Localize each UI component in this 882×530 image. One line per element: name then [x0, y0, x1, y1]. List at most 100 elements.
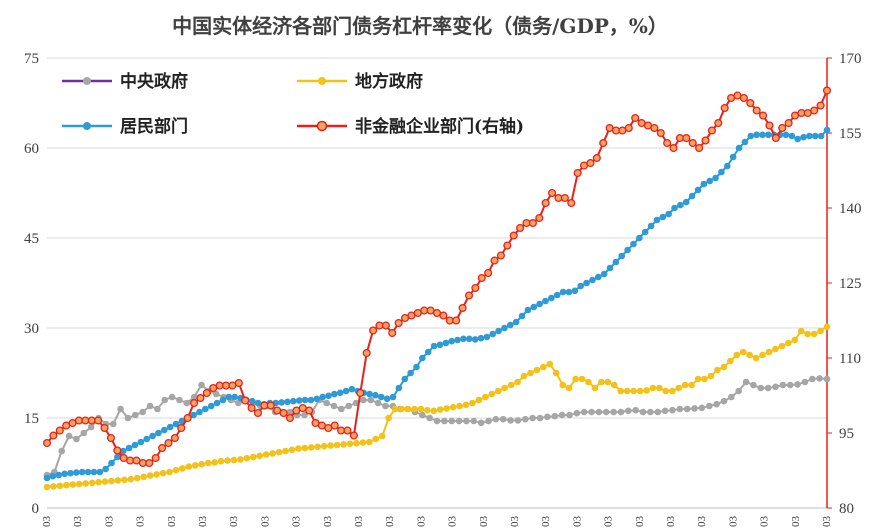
data-point	[108, 459, 115, 467]
data-point	[378, 432, 386, 440]
data-point	[63, 481, 70, 489]
data-point	[663, 138, 672, 148]
data-point	[168, 393, 176, 401]
data-point	[700, 180, 708, 188]
data-point	[540, 363, 547, 371]
data-point	[477, 419, 485, 427]
data-point	[170, 433, 179, 443]
data-point	[172, 420, 180, 428]
data-point	[800, 133, 807, 141]
data-point	[630, 387, 637, 395]
data-point	[43, 483, 51, 491]
data-point	[88, 479, 96, 487]
data-point	[806, 132, 813, 140]
data-point	[345, 402, 352, 410]
data-point	[677, 201, 684, 209]
data-point	[586, 158, 595, 168]
data-point	[143, 435, 150, 443]
x-tick-label: 03	[759, 516, 771, 528]
data-point	[816, 101, 825, 110]
data-point	[632, 406, 639, 414]
data-point	[553, 291, 561, 299]
data-point	[654, 408, 662, 416]
x-axis-ticks: 03 03 03 03 03 03 03 03 03 03 03 03 03 03 03 03 03 03 03 03…	[41, 516, 833, 528]
data-point	[436, 341, 444, 349]
data-point	[759, 131, 766, 139]
data-point	[100, 423, 109, 433]
data-point	[448, 337, 455, 345]
data-point	[452, 316, 461, 325]
data-point	[544, 413, 551, 421]
data-point	[191, 462, 199, 469]
data-point	[253, 408, 263, 418]
data-point	[610, 408, 617, 416]
data-point	[307, 444, 315, 451]
data-point	[659, 213, 667, 221]
x-tick-label: 03	[384, 516, 396, 528]
data-point	[753, 131, 760, 139]
data-point	[746, 351, 753, 359]
data-point	[823, 323, 831, 331]
data-point	[698, 404, 706, 412]
data-point	[735, 387, 742, 395]
data-point	[507, 321, 514, 329]
data-point	[372, 391, 379, 399]
data-point	[641, 228, 649, 236]
data-point	[417, 405, 425, 413]
data-point	[65, 432, 73, 440]
data-point	[69, 481, 77, 488]
data-point	[784, 118, 793, 128]
data-point	[153, 471, 160, 478]
data-point	[279, 408, 288, 418]
data-point	[419, 354, 426, 362]
data-point	[426, 414, 433, 422]
data-point	[541, 198, 550, 208]
data-point	[794, 135, 801, 143]
data-point	[231, 393, 238, 401]
data-point	[436, 406, 444, 413]
legend-item-local-government: 地方政府	[297, 71, 423, 92]
data-point	[301, 444, 309, 452]
data-point	[278, 399, 285, 406]
data-point	[797, 327, 805, 335]
data-point	[598, 378, 605, 386]
data-point	[546, 360, 554, 368]
data-point	[625, 407, 632, 415]
data-point	[577, 282, 584, 290]
data-point	[606, 264, 614, 272]
data-point	[786, 381, 794, 389]
data-point	[771, 133, 780, 143]
data-point	[219, 396, 227, 404]
data-point	[96, 468, 104, 476]
data-point	[179, 465, 186, 472]
data-point	[682, 198, 690, 206]
x-tick-label: 03	[634, 516, 646, 528]
data-point	[224, 457, 231, 464]
data-point	[196, 393, 205, 403]
data-point	[463, 417, 470, 425]
data-point	[73, 469, 80, 476]
data-point	[172, 466, 180, 474]
data-point	[319, 393, 326, 401]
data-point	[695, 143, 704, 153]
series-1	[43, 323, 831, 491]
data-point	[448, 417, 456, 425]
right-y-tick-label: 125	[839, 276, 862, 292]
data-point	[727, 357, 734, 365]
data-point	[90, 468, 98, 476]
data-point	[295, 445, 302, 452]
data-point	[681, 381, 689, 389]
data-point	[669, 406, 676, 414]
data-point	[485, 417, 492, 425]
left-y-tick-label: 30	[24, 321, 39, 337]
data-point	[394, 318, 403, 328]
data-point	[313, 395, 321, 403]
legend-item-household: 居民部门	[62, 116, 188, 137]
data-point	[117, 405, 124, 413]
data-point	[801, 378, 809, 386]
series-line	[46, 377, 828, 476]
data-point	[166, 423, 174, 431]
data-point	[367, 396, 375, 404]
data-point	[548, 294, 555, 302]
data-point	[87, 423, 95, 431]
